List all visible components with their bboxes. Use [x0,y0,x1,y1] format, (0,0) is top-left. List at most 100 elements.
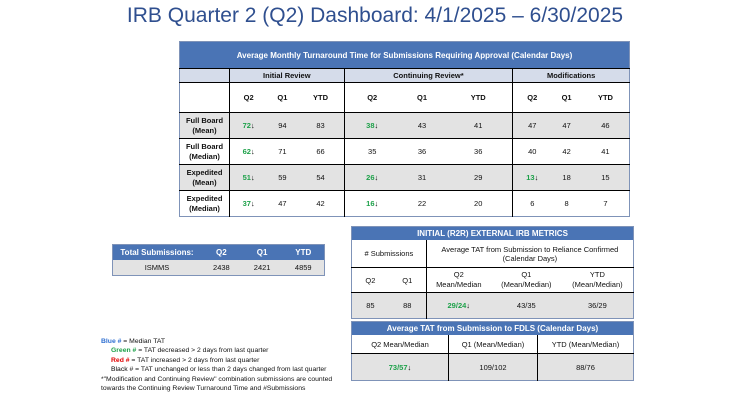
down-arrow-icon: ↓ [374,173,379,182]
r2r-tat-col-q2: Q2 Mean/Median [425,267,491,293]
value-cell: 41 [581,138,630,165]
row-label-line-2: (Median) [189,151,220,161]
down-arrow-icon: ↓ [407,362,412,372]
value-number: 31 [417,173,427,182]
down-arrow-icon: ↓ [466,301,471,310]
legend-note-2: towards the Continuing Review Turnaround… [101,385,306,393]
value-cell: 59 [267,164,298,191]
row-label-line-1: Full Board [185,141,224,151]
legend-green: Green # = TAT decreased > 2 days from la… [111,347,269,355]
table-row: Full Board (Mean) 72↓ 94 83 38↓ 43 41 47 47 46 [179,112,630,139]
turnaround-time-table: Average Monthly Turnaround Time for Subm… [179,41,630,217]
value-number: 26 [366,173,375,182]
row-label: Full Board (Median) [179,138,230,165]
r2r-tat-q2-number: 29/24 [447,301,467,310]
totals-col-q1: Q1 [241,244,283,260]
fdls-col-q2: Q2 Mean/Median [351,335,449,354]
value-cell: 71 [267,138,298,165]
row-label-line-2: (Median) [189,203,220,213]
value-number: 62 [242,147,251,156]
value-number: 42 [316,199,325,208]
r2r-sub-q2-value: 85 [351,292,389,319]
value-cell: 62↓ [229,138,268,165]
r2r-metrics-table: INITIAL (R2R) EXTERNAL IRB METRICS # Sub… [351,226,634,319]
totals-ytd-value: 4859 [282,260,325,276]
r2r-tat-header: Average TAT from Submission to Reliance … [425,240,634,268]
down-arrow-icon: ↓ [250,147,255,156]
value-number: 37 [242,199,251,208]
fdls-q1-value: 109/102 [448,353,538,381]
value-number: 36 [474,147,483,156]
value-number: 13 [526,173,535,182]
value-cell: 6 [512,190,552,217]
r2r-sub-col-q2: Q2 [351,267,389,293]
row-label: Expedited (Mean) [179,164,230,191]
totals-col-ytd: YTD [282,244,325,260]
value-number: 94 [278,121,287,130]
totals-q2-value: 2438 [201,260,242,276]
total-submissions-label: Total Submissions: [112,244,201,260]
row-label: Expedited (Median) [179,190,230,217]
value-number: 83 [316,121,325,130]
value-number: 66 [316,147,325,156]
fdls-title: Average TAT from Submission to FDLS (Cal… [351,321,634,335]
r2r-tat-q1-value: 43/35 [490,292,562,319]
down-arrow-icon: ↓ [374,121,379,130]
value-cell: 22 [399,190,445,217]
value-cell: 94 [267,112,298,139]
fdls-ytd-value: 88/76 [536,353,634,381]
value-number: 43 [417,121,427,130]
value-number: 36 [417,147,427,156]
value-cell: 38↓ [343,112,400,139]
r2r-tat-col-ytd: YTD (Mean/Median) [561,267,634,293]
value-number: 41 [474,121,483,130]
legend: Blue # = Median TAT Green # = TAT decrea… [101,337,332,393]
value-cell: 15 [581,164,630,191]
totals-col-q2: Q2 [201,244,242,260]
value-number: 41 [601,147,610,156]
r2r-sub-col-q1: Q1 [388,267,427,293]
value-cell: 46 [581,112,630,139]
table-row: Expedited (Median) 37↓ 47 42 16↓ 22 20 6 8 7 [179,190,630,217]
row-label-line-1: Expedited [186,167,223,177]
value-cell: 29 [444,164,513,191]
value-number: 42 [562,147,571,156]
group-modifications: Modifications [512,68,630,83]
r2r-tat-col-q1: Q1 (Mean/Median) [490,267,562,293]
value-cell: 43 [399,112,445,139]
r2r-tat-ytd-value: 36/29 [561,292,634,319]
subcol-header: Q1 [551,82,582,113]
value-cell: 42 [297,190,345,217]
value-number: 47 [562,121,571,130]
down-arrow-icon: ↓ [250,199,255,208]
fdls-col-q1: Q1 (Mean/Median) [448,335,538,354]
r2r-submissions-header: # Submissions [351,240,427,268]
value-number: 6 [530,199,535,208]
value-cell: 35 [343,138,400,165]
r2r-title: INITIAL (R2R) EXTERNAL IRB METRICS [351,226,634,240]
subcol-header: Q2 [512,82,552,113]
value-cell: 8 [551,190,582,217]
value-cell: 47 [512,112,552,139]
total-submissions-table: Total Submissions: Q2 Q1 YTD ISMMS 2438 … [112,244,325,276]
table-row: Expedited (Mean) 51↓ 59 54 26↓ 31 29 13↓ 18 15 [179,164,630,191]
value-number: 20 [474,199,483,208]
value-cell: 36 [399,138,445,165]
value-cell: 72↓ [229,112,268,139]
value-number: 16 [366,199,375,208]
value-number: 29 [474,173,483,182]
totals-row-label: ISMMS [112,260,201,276]
row-label-line-1: Full Board [185,115,224,125]
value-cell: 18 [551,164,582,191]
totals-q1-value: 2421 [241,260,283,276]
subcol-header: Q2 [343,82,400,113]
value-cell: 13↓ [512,164,552,191]
down-arrow-icon: ↓ [534,173,539,182]
value-cell: 40 [512,138,552,165]
row-label: Full Board (Mean) [179,112,230,139]
subcol-header: YTD [444,82,513,113]
value-number: 47 [528,121,537,130]
fdls-q2-number: 73/57 [388,362,408,372]
row-label-line-2: (Mean) [192,125,217,135]
value-number: 51 [242,173,251,182]
